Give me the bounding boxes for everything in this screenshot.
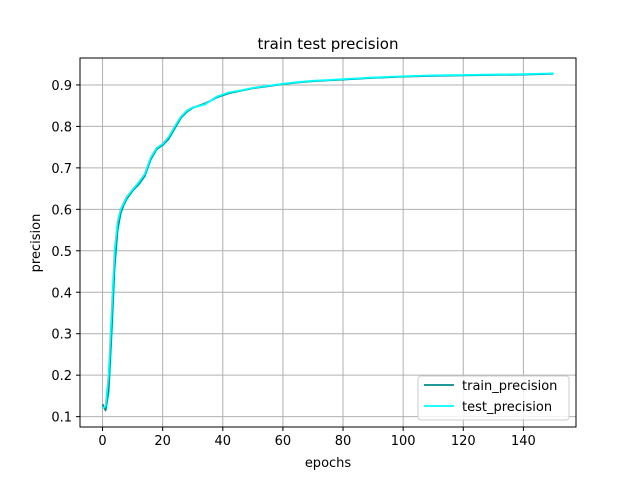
x-tick-label: 0 (98, 434, 106, 449)
grid-lines (80, 58, 576, 427)
series-lines (101, 72, 554, 412)
y-tick-label: 0.3 (51, 328, 72, 343)
y-axis-label: precision (29, 214, 44, 273)
x-tick-label: 140 (511, 434, 536, 449)
chart-title: train test precision (258, 35, 399, 53)
y-tick-label: 0.1 (51, 411, 72, 426)
y-axis-ticks: 0.1 0.2 0.3 0.4 0.5 0.6 0.7 0.8 0.9 (51, 79, 80, 426)
y-tick-label: 0.6 (51, 203, 72, 218)
x-axis-ticks: 0 20 40 60 80 100 120 140 (98, 427, 536, 449)
y-tick-label: 0.9 (51, 79, 72, 94)
y-tick-label: 0.5 (51, 245, 72, 260)
x-tick-label: 20 (154, 434, 171, 449)
series-line-test-precision (102, 72, 554, 410)
y-tick-label: 0.8 (51, 120, 72, 135)
x-tick-label: 80 (335, 434, 352, 449)
x-tick-label: 40 (215, 434, 232, 449)
legend-label-train-precision: train_precision (462, 379, 557, 394)
legend-label-test-precision: test_precision (462, 400, 552, 415)
legend-box (417, 375, 570, 421)
legend: train_precision test_precision (417, 375, 570, 421)
x-axis-label: epochs (305, 456, 352, 471)
x-tick-label: 60 (275, 434, 292, 449)
x-tick-label: 100 (391, 434, 416, 449)
y-tick-label: 0.4 (51, 286, 72, 301)
y-tick-label: 0.7 (51, 162, 72, 177)
plot-frame (79, 57, 577, 428)
y-tick-label: 0.2 (51, 369, 72, 384)
x-tick-label: 120 (451, 434, 476, 449)
